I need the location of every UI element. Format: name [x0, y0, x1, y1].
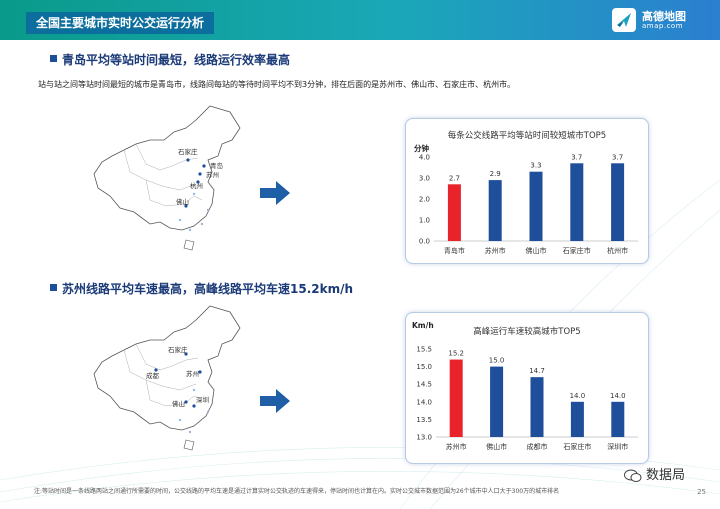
chart2-category-label: 成都市: [527, 442, 548, 451]
chart1-category-label: 佛山市: [526, 246, 547, 255]
chart1-panel: 每条公交线路平均等站时间较短城市TOP5 分钟 0.0 1.0 2.0 3.0 4.0 2…: [405, 118, 649, 264]
map1-label-qingdao: 青岛: [210, 162, 223, 170]
map2-label-shijiazhuang: 石家庄: [168, 346, 188, 354]
chart2-bar: [490, 366, 504, 437]
chart1-bar: [611, 163, 625, 241]
chart2-value-label: 15.2: [448, 350, 464, 358]
section1-title: 青岛平均等站时间最短，线路运行效率最高: [62, 53, 291, 67]
section2-title: 苏州线路平均车速最高，高峰线路平均车速15.2km/h: [62, 282, 354, 296]
chart2-bar: [611, 401, 625, 437]
chart2-title: 高峰运行车速较高城市TOP5: [473, 327, 581, 337]
chart1-bar: [447, 184, 461, 241]
chart1-category-label: 苏州市: [485, 246, 506, 255]
map2-label-shenzhen: 深圳: [196, 396, 209, 404]
chart2-bar: [530, 377, 544, 437]
logo-text: 高德地图: [642, 10, 686, 23]
chart2-category-label: 苏州市: [446, 442, 467, 451]
chart1-svg: 0.0 1.0 2.0 3.0 4.0 2.7 青岛市 2.9 苏州市 3.3 佛山市 3.7 石家庄市…: [419, 153, 638, 255]
chart1-bar: [529, 171, 543, 241]
chart2-value-label: 14.7: [529, 367, 545, 375]
section1-description: 站与站之间等站时间最短的城市是青岛市，线路间每站的等待时间平均不到3分钟，排在后…: [38, 80, 516, 89]
section1-bullet: [50, 55, 57, 62]
chart1-value-label: 3.7: [612, 153, 623, 161]
chart2-category-label: 佛山市: [486, 442, 507, 451]
china-map-2-shape: [93, 305, 241, 451]
chart2-value-label: 14.0: [610, 392, 626, 400]
amap-logo-icon: [612, 8, 636, 32]
chart2-value-label: 15.0: [489, 357, 505, 365]
china-map-1: 石家庄 青岛 苏州 杭州 佛山: [90, 100, 250, 265]
chart1-value-label: 2.9: [490, 170, 501, 178]
chart2-ytick: 15.0: [416, 363, 432, 371]
chart2-bar: [449, 359, 463, 437]
chart2-ytick: 13.5: [416, 416, 432, 424]
chart1-value-label: 3.3: [530, 162, 541, 170]
chart2-unit: Km/h: [412, 321, 434, 330]
page-title: 全国主要城市实时公交运行分析: [26, 12, 215, 34]
amap-logo: 高德地图 amap.com: [612, 6, 704, 34]
chart2-ytick: 14.5: [416, 381, 432, 389]
chart1-category-label: 杭州市: [607, 246, 628, 255]
chart1-value-label: 2.7: [449, 174, 460, 182]
chart2-ytick: 15.5: [416, 346, 432, 354]
chart1-category-label: 石家庄市: [563, 246, 591, 255]
chart1-unit: 分钟: [414, 144, 429, 153]
footnote: 注:等站时间是一条线路两站之间通行所需要的时间，公交线路的平均车速是通过计算实时…: [34, 488, 560, 495]
chart1-title: 每条公交线路平均等站时间较短城市TOP5: [447, 131, 607, 141]
map2-label-chengdu: 成都: [146, 372, 159, 380]
section2-bullet: [50, 284, 57, 291]
chart1-category-label: 青岛市: [444, 246, 465, 255]
map2-label-suzhou: 苏州: [186, 370, 199, 378]
map1-label-foshan: 佛山: [176, 198, 189, 206]
chart2-panel: 高峰运行车速较高城市TOP5 Km/h 13.0 13.5 14.0 14.5 15.0…: [405, 312, 649, 464]
chart1-bar: [488, 180, 502, 241]
chart1-ytick: 2.0: [419, 196, 430, 204]
chart1-ytick: 3.0: [419, 175, 430, 183]
china-map-1-shape: [93, 105, 241, 251]
wechat-label: 数据局: [646, 468, 686, 483]
chart2-category-label: 深圳市: [607, 442, 628, 451]
chart1-ytick: 0.0: [419, 238, 430, 246]
chart1-value-label: 3.7: [571, 153, 582, 161]
map1-label-suzhou: 苏州: [206, 171, 219, 179]
wechat-watermark: 数据局: [624, 464, 685, 483]
header-bar: 全国主要城市实时公交运行分析 高德地图 amap.com: [0, 0, 720, 40]
right-arrow-icon: [260, 181, 290, 205]
chart2-svg: 13.0 13.5 14.0 14.5 15.0 15.5 15.2 苏州市 15.0 佛山市 14…: [416, 346, 638, 451]
chart2-ytick: 14.0: [416, 398, 432, 406]
map2-label-foshan: 佛山: [172, 400, 185, 408]
map1-label-shijiazhuang: 石家庄: [178, 148, 198, 156]
chart2-bar: [570, 401, 584, 437]
chart1-ytick: 4.0: [419, 154, 430, 162]
right-arrow-icon-2: [260, 389, 290, 413]
map1-label-hangzhou: 杭州: [190, 182, 203, 190]
chart1-bar: [570, 163, 584, 241]
chart2-value-label: 14.0: [570, 392, 586, 400]
wechat-icon: [624, 469, 642, 482]
china-map-2: 石家庄 成都 苏州 佛山 深圳: [90, 300, 250, 465]
chart2-ytick: 13.0: [416, 434, 432, 442]
chart1-ytick: 1.0: [419, 217, 430, 225]
chart2-category-label: 石家庄市: [563, 442, 591, 451]
page-number: 25: [697, 488, 706, 496]
logo-url: amap.com: [642, 22, 684, 30]
